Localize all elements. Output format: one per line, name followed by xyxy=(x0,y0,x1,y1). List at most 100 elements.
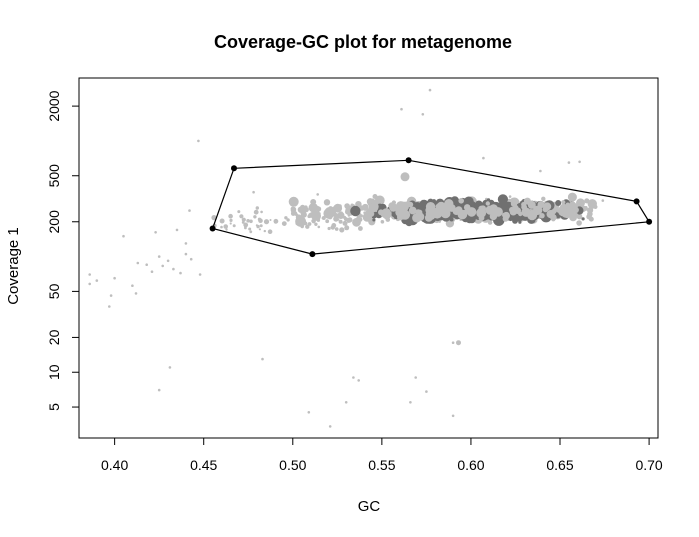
selection-polygon-layer xyxy=(209,157,653,258)
data-point xyxy=(189,257,193,261)
data-point xyxy=(463,204,471,211)
data-point xyxy=(415,209,422,215)
data-point xyxy=(541,196,546,201)
data-point xyxy=(593,204,598,209)
data-point xyxy=(587,207,594,214)
data-point xyxy=(367,198,373,204)
data-point xyxy=(225,228,228,231)
data-point xyxy=(432,199,436,204)
data-point xyxy=(157,388,161,392)
data-point xyxy=(342,220,348,226)
data-point xyxy=(334,227,339,231)
data-point xyxy=(219,218,225,224)
data-point xyxy=(569,201,576,208)
y-tick-label: 500 xyxy=(46,164,62,188)
polygon-vertex[interactable] xyxy=(405,157,412,164)
data-point xyxy=(476,208,487,218)
x-tick-label: 0.55 xyxy=(368,457,395,473)
data-point xyxy=(108,305,111,308)
data-point xyxy=(400,172,410,182)
y-tick-label: 20 xyxy=(46,329,62,345)
data-point xyxy=(601,199,605,202)
data-point xyxy=(223,224,228,229)
data-point xyxy=(358,226,363,231)
chart-title: Coverage-GC plot for metagenome xyxy=(214,32,512,52)
data-point xyxy=(521,207,531,217)
data-point xyxy=(573,212,579,218)
data-point xyxy=(229,222,232,225)
data-point xyxy=(274,221,277,224)
data-point xyxy=(451,341,455,345)
data-point xyxy=(567,192,577,202)
data-point xyxy=(411,208,417,214)
data-point xyxy=(281,221,287,227)
data-point xyxy=(581,217,585,221)
data-point xyxy=(361,203,369,211)
data-point xyxy=(456,340,461,346)
data-point xyxy=(328,206,333,211)
x-tick-label: 0.60 xyxy=(457,457,484,473)
data-point xyxy=(350,205,361,217)
data-point xyxy=(337,211,345,219)
data-point xyxy=(184,242,188,245)
data-point xyxy=(168,366,172,369)
data-point xyxy=(198,273,202,276)
data-point xyxy=(357,379,361,382)
data-point xyxy=(546,210,555,219)
data-point xyxy=(243,222,249,228)
data-point xyxy=(556,208,562,214)
data-point xyxy=(323,199,331,206)
data-point xyxy=(113,276,116,280)
polygon-vertex[interactable] xyxy=(633,198,640,205)
data-point xyxy=(220,225,223,229)
data-point xyxy=(434,207,444,216)
data-point xyxy=(307,214,311,219)
polygon-vertex[interactable] xyxy=(231,165,237,172)
data-point xyxy=(388,202,396,210)
data-point xyxy=(359,214,363,218)
data-point xyxy=(583,206,588,211)
polygon-vertex[interactable] xyxy=(646,218,653,225)
data-point xyxy=(395,208,404,217)
polygon-vertex[interactable] xyxy=(209,225,216,232)
data-point xyxy=(344,225,350,231)
data-point xyxy=(145,263,148,267)
data-point xyxy=(565,202,571,208)
data-point xyxy=(179,271,182,275)
data-point xyxy=(309,205,314,209)
y-tick-label: 10 xyxy=(46,364,62,380)
data-point xyxy=(211,215,217,221)
data-point xyxy=(297,222,302,227)
data-point xyxy=(578,160,581,164)
data-point xyxy=(455,206,463,214)
y-tick-label: 50 xyxy=(46,283,62,299)
data-point xyxy=(175,228,179,232)
polygon-vertex[interactable] xyxy=(309,251,316,258)
data-point xyxy=(288,196,299,207)
data-point xyxy=(362,212,372,222)
data-point xyxy=(532,205,543,215)
data-point xyxy=(249,219,253,224)
x-tick-label: 0.45 xyxy=(190,457,217,473)
data-point xyxy=(412,213,422,223)
data-point xyxy=(372,218,376,222)
data-point xyxy=(109,294,113,297)
data-point xyxy=(555,200,562,206)
data-point xyxy=(317,225,321,229)
data-point xyxy=(237,210,241,214)
data-point xyxy=(88,282,91,286)
data-point xyxy=(253,215,257,219)
data-point xyxy=(539,213,545,219)
x-tick-label: 0.65 xyxy=(546,457,573,473)
data-point xyxy=(409,401,412,404)
data-point xyxy=(307,222,312,226)
data-point xyxy=(396,201,406,211)
data-point xyxy=(380,220,385,224)
data-point xyxy=(323,208,334,219)
data-point xyxy=(267,229,273,234)
data-point xyxy=(232,224,236,228)
data-point xyxy=(263,219,270,225)
data-point xyxy=(338,204,342,209)
data-point xyxy=(331,223,337,228)
